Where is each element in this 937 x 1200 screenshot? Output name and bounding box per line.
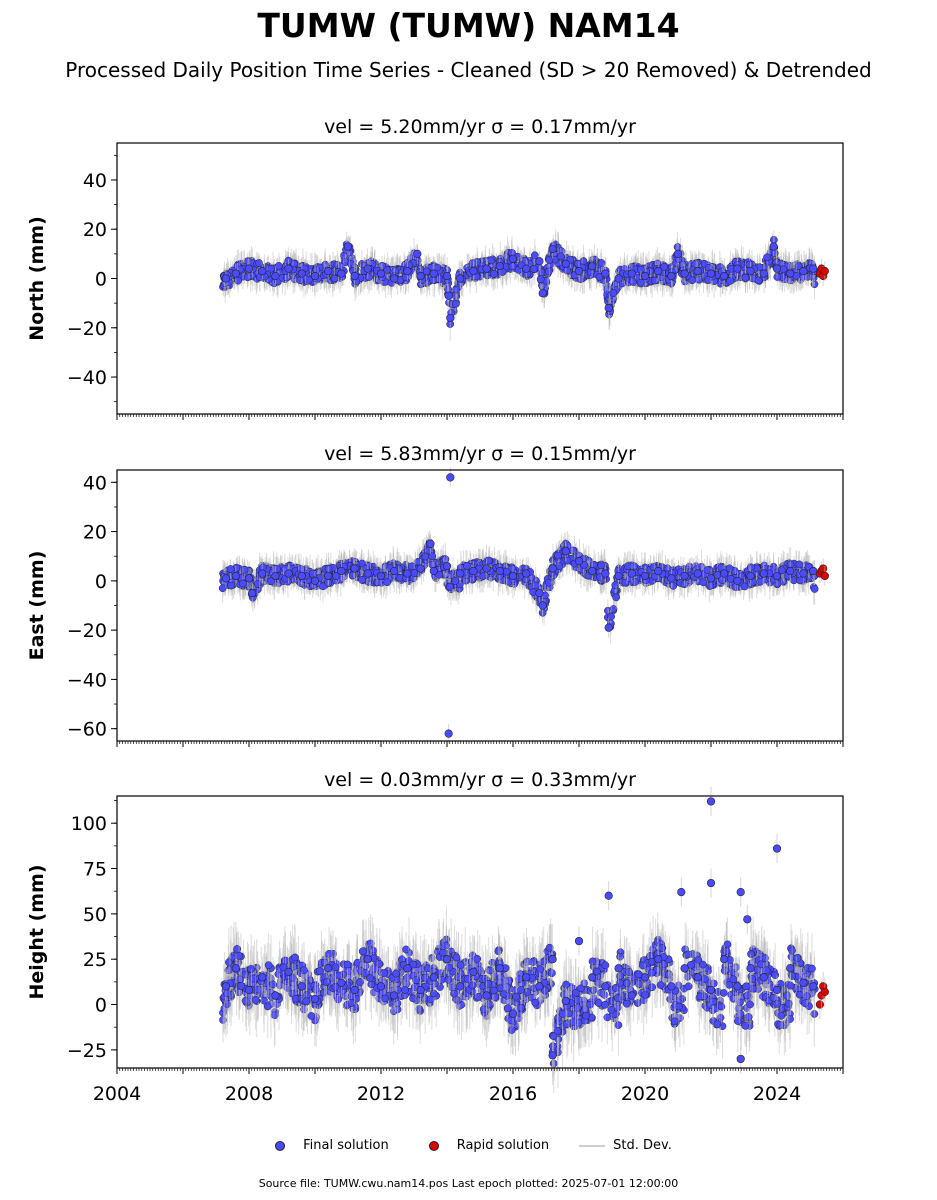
final-solution-point — [413, 249, 422, 258]
y-tick-label: 0 — [95, 269, 107, 291]
final-solution-point — [343, 242, 353, 251]
final-solution-point — [667, 271, 676, 281]
final-solution-point — [337, 269, 346, 278]
final-solution-point — [579, 257, 588, 265]
final-solution-point — [365, 273, 373, 281]
final-solution-point — [350, 271, 359, 281]
final-solution-point — [720, 271, 729, 281]
final-solution-point — [706, 269, 716, 278]
final-solution-point — [258, 267, 267, 276]
final-solution-point — [422, 267, 431, 276]
final-solution-point — [809, 264, 818, 273]
final-solution-point — [271, 271, 280, 281]
final-solution-point — [284, 264, 293, 273]
final-solution-point — [538, 289, 547, 298]
final-solution-point — [310, 271, 320, 281]
final-solution-point — [601, 269, 610, 278]
final-solution-point — [442, 271, 452, 281]
final-solution-point — [799, 267, 808, 276]
final-solution-point — [772, 264, 782, 273]
final-solution-point — [545, 256, 554, 264]
final-solution-point — [544, 267, 553, 276]
final-solution-point — [275, 262, 283, 270]
final-solution-point — [536, 275, 545, 284]
final-solution-point — [282, 273, 291, 282]
final-solution-point — [563, 266, 571, 275]
final-solution-point — [324, 267, 333, 276]
final-solution-point — [629, 278, 637, 286]
final-solution-point — [688, 276, 697, 285]
final-solution-point — [640, 271, 650, 281]
y-tick-label: −40 — [67, 367, 107, 389]
final-solution-point — [733, 264, 742, 273]
final-solution-point — [786, 269, 795, 278]
y-tick-label: 40 — [83, 170, 107, 192]
final-solution-point — [604, 303, 613, 313]
final-solution-point — [255, 259, 263, 267]
final-solution-point — [231, 269, 240, 278]
final-solution-point — [390, 274, 399, 283]
final-solution-point — [754, 276, 763, 285]
final-solution-point — [627, 269, 636, 278]
final-solution-point — [548, 244, 557, 254]
final-solution-point — [508, 254, 518, 263]
final-solution-point — [363, 264, 372, 273]
final-solution-point — [588, 262, 597, 271]
final-solution-point — [759, 269, 768, 278]
final-solution-point — [680, 269, 689, 278]
final-solution-point — [574, 267, 584, 276]
final-solution-point — [614, 274, 623, 283]
final-solution-point — [452, 299, 460, 308]
rapid-solution-point — [820, 267, 829, 276]
final-solution-point — [244, 264, 254, 273]
y-tick-label: −20 — [67, 318, 107, 340]
final-solution-point — [508, 262, 517, 271]
final-solution-point — [636, 278, 645, 287]
panel-title-east: vel = 5.83mm/yr σ = 0.15mm/yr — [324, 443, 636, 465]
final-solution-point — [221, 274, 230, 283]
y-axis-label-north: North (mm) — [26, 216, 48, 341]
final-solution-point — [469, 267, 478, 276]
final-solution-point — [609, 289, 618, 298]
final-solution-point — [403, 267, 412, 276]
final-solution-point — [495, 262, 504, 271]
final-solution-point — [741, 273, 750, 282]
final-solution-point — [490, 270, 498, 278]
final-solution-point — [654, 267, 663, 276]
final-solution-point — [561, 259, 570, 268]
final-solution-point — [556, 252, 565, 261]
final-solution-point — [416, 271, 425, 281]
final-solution-point — [535, 257, 544, 266]
chart-subtitle: Processed Daily Position Time Series - C… — [65, 58, 872, 82]
final-solution-point — [746, 267, 755, 276]
final-solution-point — [693, 267, 702, 276]
final-solution-point — [769, 242, 778, 251]
final-solution-point — [297, 269, 306, 278]
final-solution-point — [330, 274, 339, 283]
final-solution-point — [487, 256, 495, 265]
final-solution-point — [444, 291, 453, 300]
chart-title: TUMW (TUMW) NAM14 — [257, 6, 680, 45]
panel-title-north: vel = 5.20mm/yr σ = 0.17mm/yr — [324, 116, 636, 138]
final-solution-point — [673, 249, 683, 258]
final-solution-point — [522, 264, 531, 273]
final-solution-point — [296, 276, 305, 285]
y-tick-label: 20 — [83, 219, 107, 241]
final-solution-point — [770, 249, 779, 258]
final-solution-point — [726, 276, 735, 285]
final-solution-point — [763, 253, 771, 262]
final-solution-point — [376, 269, 386, 278]
final-solution-point — [446, 313, 455, 323]
y-axis-label-east: East (mm) — [26, 551, 48, 661]
final-solution-point — [429, 269, 438, 278]
final-solution-point — [456, 274, 465, 283]
final-solution-point — [530, 265, 538, 273]
final-solution-point — [243, 273, 252, 282]
final-solution-point — [482, 264, 491, 273]
